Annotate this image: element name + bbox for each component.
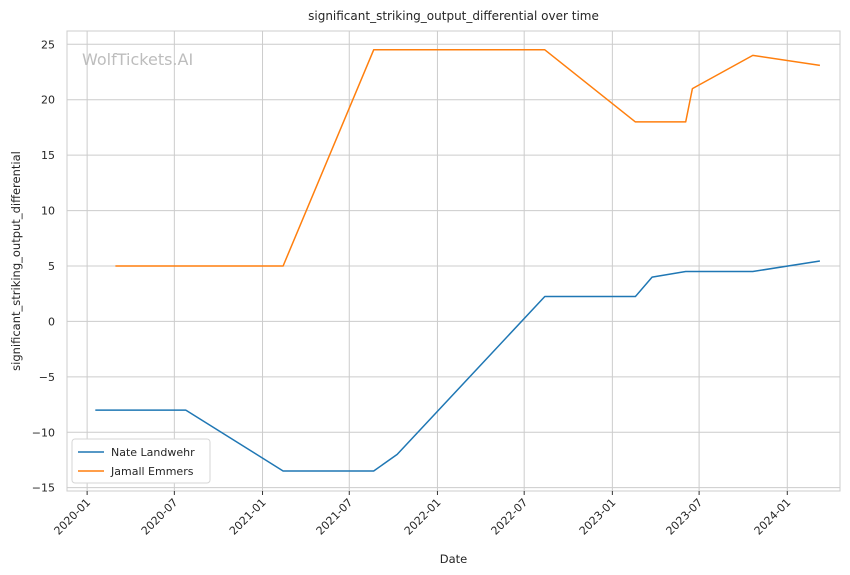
plot-area (66, 30, 841, 492)
series-lines (95, 49, 821, 472)
y-tick-label: 5 (48, 260, 55, 273)
y-axis-ticks: −15 −10 −5 0 5 10 15 20 25 (32, 38, 55, 494)
y-axis-title: significant_striking_output_differential (9, 151, 23, 371)
watermark: WolfTickets.AI (82, 50, 193, 69)
x-tick-label: 2023-01 (577, 496, 619, 538)
legend-label-nate-landwehr: Nate Landwehr (111, 446, 195, 459)
series-line-nate-landwehr (95, 260, 821, 472)
y-tick-label: 20 (41, 94, 55, 107)
x-tick-label: 2022-07 (489, 496, 531, 538)
y-tick-label: −15 (32, 482, 55, 495)
y-tick-label: 15 (41, 149, 55, 162)
x-tick-label: 2022-01 (402, 496, 444, 538)
legend-box (71, 438, 211, 484)
gridlines (67, 31, 840, 491)
x-axis-ticks: 2020-01 2020-07 2021-01 2021-07 2022-01 2022-… (52, 491, 794, 538)
x-tick-label: 2020-07 (139, 496, 181, 538)
x-tick-label: 2021-01 (227, 496, 269, 538)
y-tick-label: 25 (41, 38, 55, 51)
chart-title: significant_striking_output_differential… (308, 9, 599, 23)
y-tick-label: −5 (39, 371, 55, 384)
series-line-jamall-emmers (115, 49, 821, 267)
x-axis-title: Date (440, 552, 468, 566)
y-tick-label: 0 (48, 315, 55, 328)
x-tick-label: 2021-07 (314, 496, 356, 538)
x-tick-label: 2024-01 (752, 496, 794, 538)
x-tick-label: 2020-01 (52, 496, 94, 538)
x-tick-label: 2023-07 (664, 496, 706, 538)
legend: Nate Landwehr Jamall Emmers (71, 438, 211, 484)
y-tick-label: 10 (41, 205, 55, 218)
legend-label-jamall-emmers: Jamall Emmers (110, 465, 194, 478)
y-tick-label: −10 (32, 426, 55, 439)
